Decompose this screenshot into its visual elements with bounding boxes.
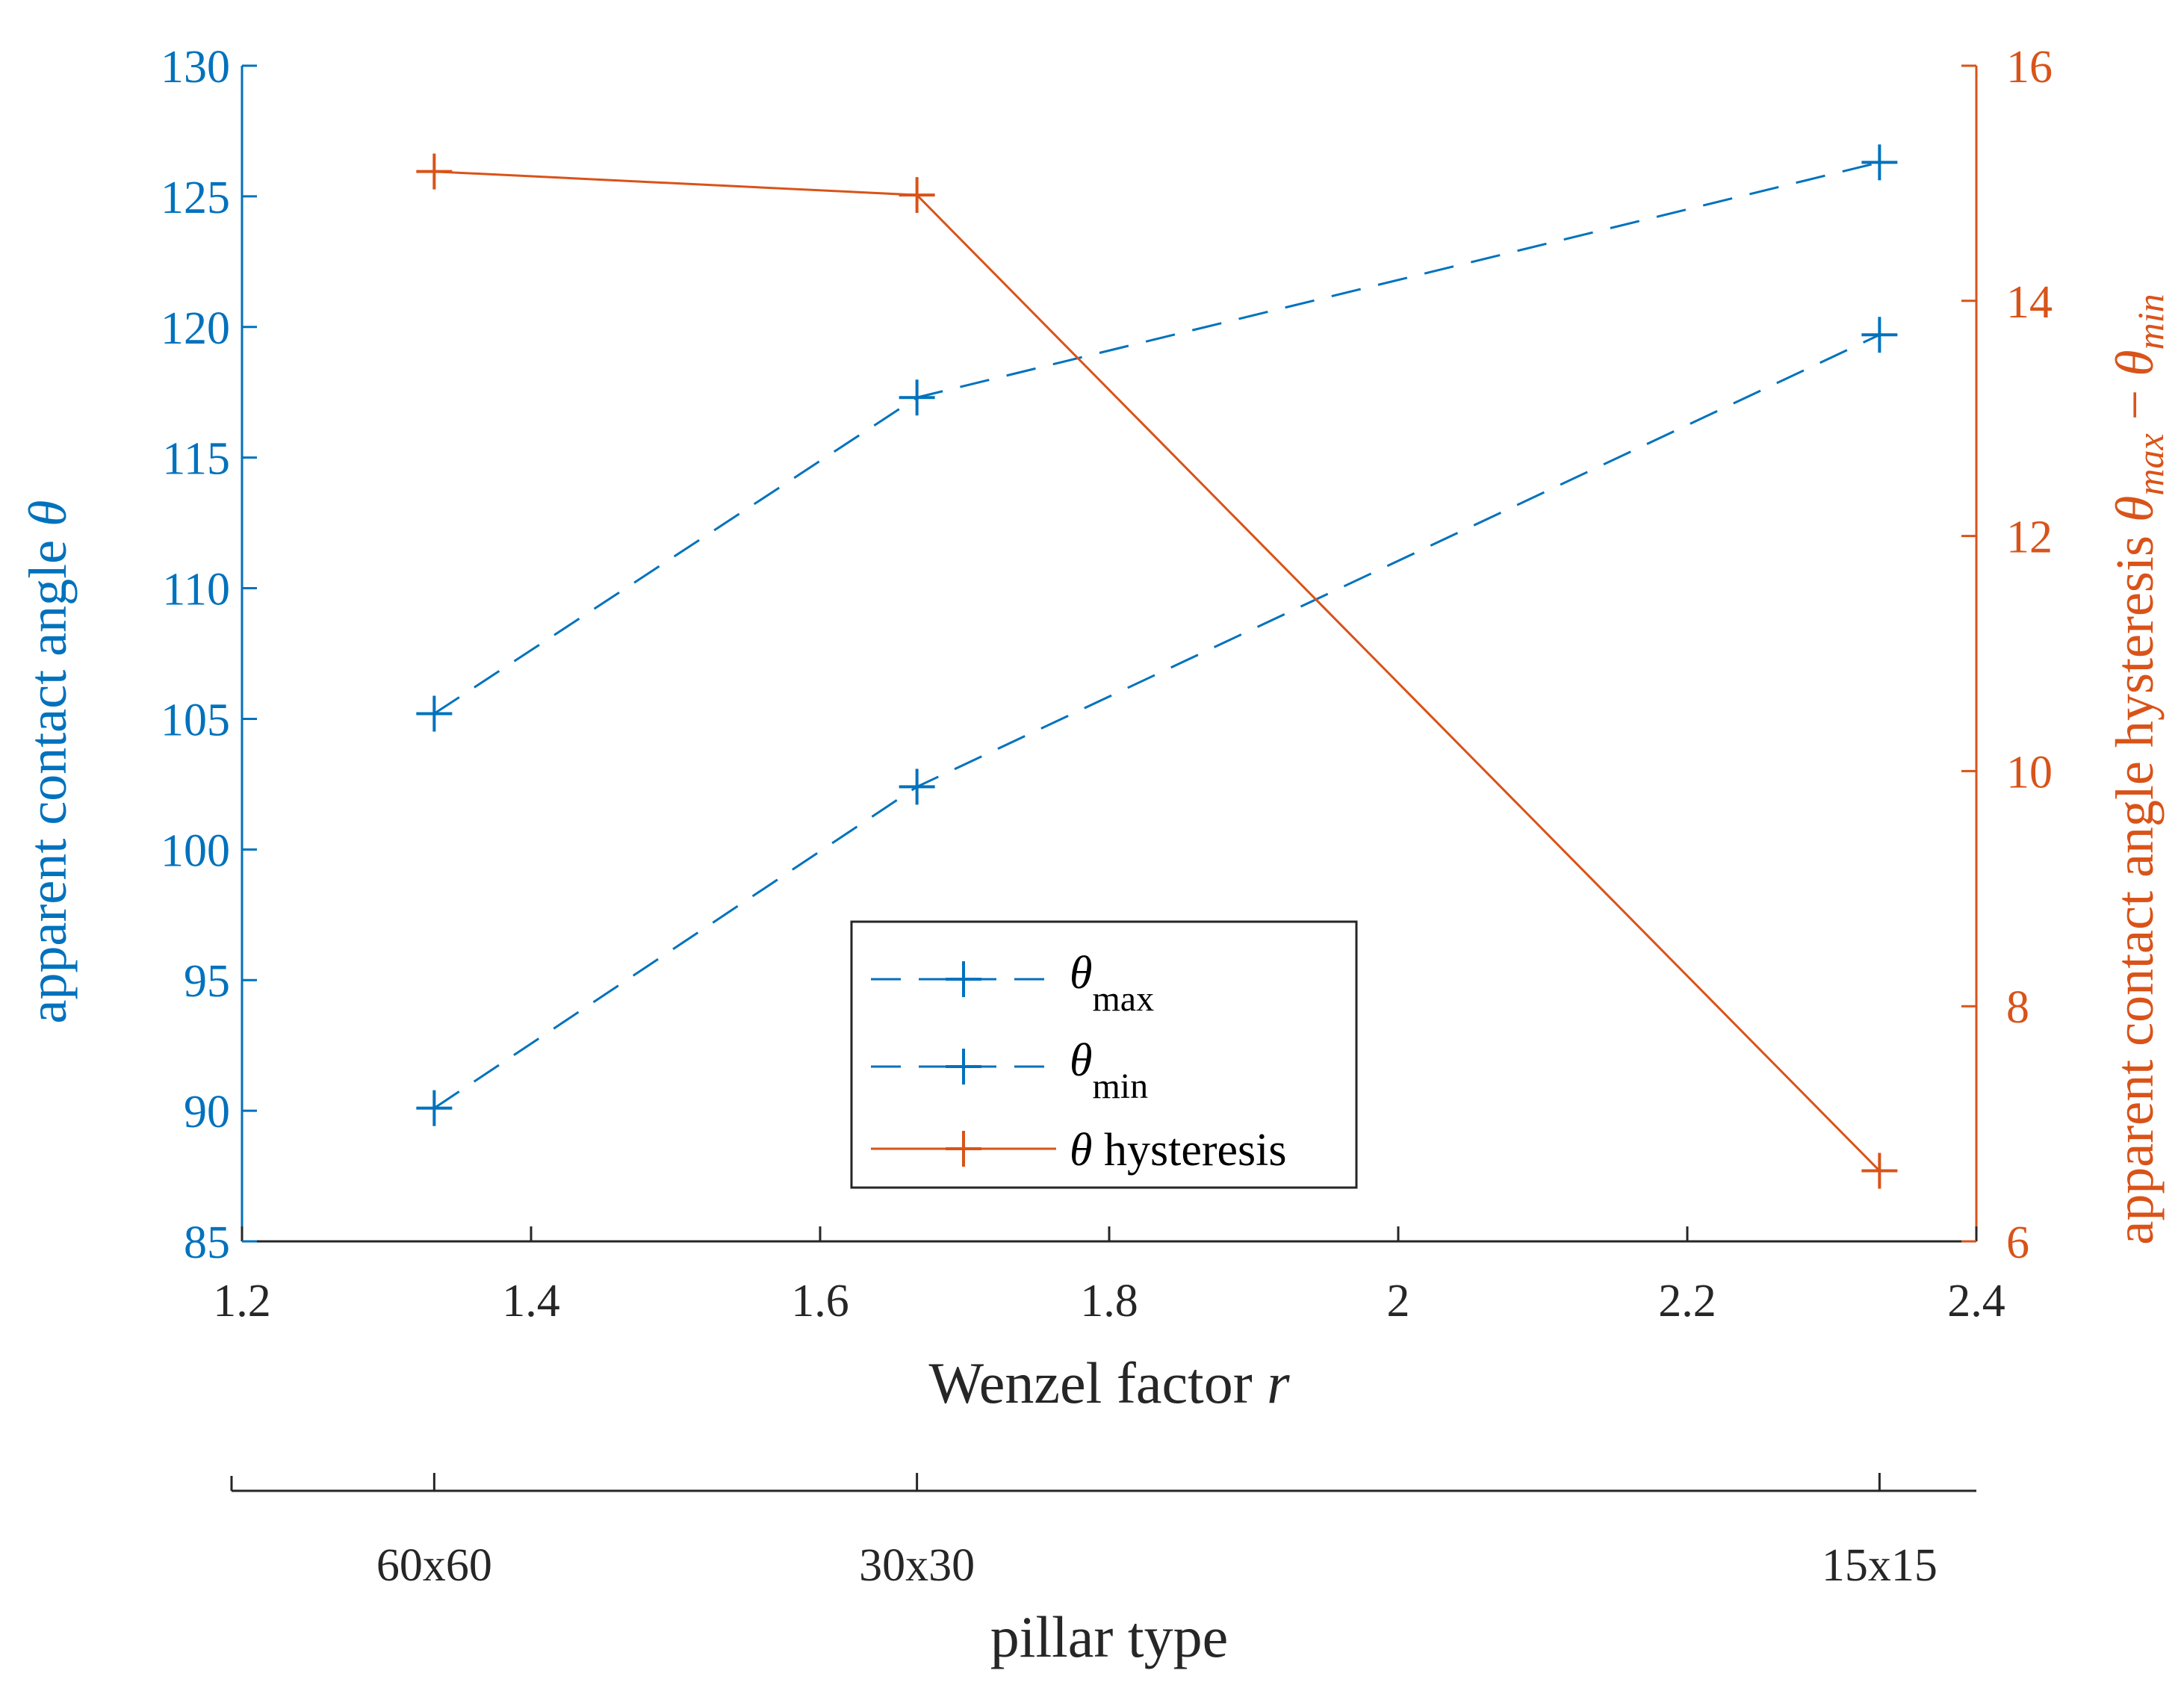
secondary-tick-label: 60x60 [376, 1540, 492, 1591]
data-point-marker [416, 153, 453, 190]
legend-label-theta-hysteresis: θ hysteresis [1070, 1125, 1287, 1176]
x-tick-label: 1.4 [502, 1276, 560, 1327]
y-right-axis-label: apparent contact angle hysteresis θmax −… [2105, 294, 2171, 1244]
data-point-marker [899, 177, 935, 214]
y-right-tick-label: 14 [2006, 277, 2053, 328]
y-left-tick-label: 100 [161, 825, 230, 876]
y-left-tick-label: 125 [161, 173, 230, 223]
y-right-tick-label: 6 [2006, 1217, 2029, 1268]
data-point-marker [1861, 317, 1898, 353]
plot-series [416, 144, 1898, 1189]
y-left-tick-label: 130 [161, 42, 230, 93]
legend: θmax θmin θ hysteresis [850, 920, 1358, 1189]
legend-label-theta-min: θmin [1070, 1035, 1148, 1106]
y-right-tick-label: 16 [2006, 42, 2053, 93]
data-point-marker [416, 695, 453, 732]
data-point-marker [1861, 1152, 1898, 1189]
y-right-tick-label: 8 [2006, 982, 2029, 1033]
legend-marker-theta-min [946, 1049, 981, 1085]
legend-entry-theta-max: θmax [871, 948, 1154, 1019]
y-left-axis-label: apparent contact angle θ [18, 500, 78, 1023]
secondary-tick-label: 30x30 [859, 1540, 975, 1591]
y-left-tick-label: 85 [184, 1217, 230, 1268]
data-point-marker [416, 1090, 453, 1126]
legend-marker-theta-hysteresis [946, 1131, 981, 1167]
y-right-tick-label: 10 [2006, 747, 2053, 798]
data-point-marker [899, 769, 935, 805]
y-left-tick-label: 115 [162, 434, 230, 485]
y-right-tick-label: 12 [2006, 512, 2053, 563]
y-left-tick-label: 90 [184, 1087, 230, 1138]
x-tick-label: 2 [1387, 1276, 1410, 1327]
legend-marker-theta-max [946, 961, 981, 997]
y-left-tick-label: 95 [184, 956, 230, 1007]
data-point-marker [1861, 144, 1898, 181]
y-left-tick-label: 105 [161, 695, 230, 745]
legend-label-theta-max: θmax [1070, 948, 1154, 1019]
y-left-tick-label: 120 [161, 303, 230, 354]
legend-entry-theta-hysteresis: θ hysteresis [871, 1125, 1287, 1176]
x-axis-label: Wenzel factor r [928, 1350, 1290, 1415]
secondary-tick-label: 15x15 [1822, 1540, 1938, 1591]
legend-box [850, 920, 1358, 1189]
x-tick-label: 2.4 [1947, 1276, 2005, 1327]
x-tick-label: 1.2 [213, 1276, 271, 1327]
axes: 1.2 1.4 1.6 1.8 2 2.2 2.4 85 90 95 100 105 110 115 120… [161, 42, 2053, 1591]
x-tick-label: 2.2 [1658, 1276, 1716, 1327]
x-tick-label: 1.8 [1080, 1276, 1138, 1327]
x-tick-label: 1.6 [791, 1276, 849, 1327]
data-point-marker [899, 379, 935, 416]
legend-entry-theta-min: θmin [871, 1035, 1148, 1106]
secondary-x-axis-label: pillar type [990, 1604, 1228, 1669]
y-left-tick-label: 110 [162, 565, 230, 615]
